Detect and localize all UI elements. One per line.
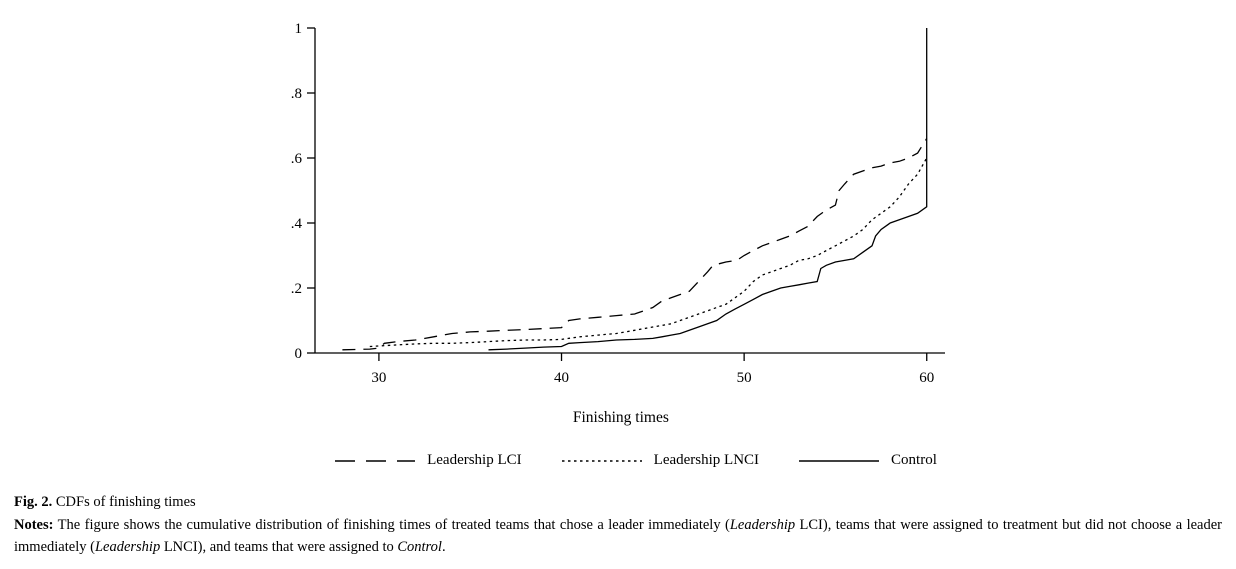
cdf-chart: 0 .2 .4 .6 .8 1 30 40 50 60 Finishing times [291, 21, 945, 426]
notes-text-segment: LCI), teams that were assigned to treatm… [14, 517, 1223, 555]
legend-label: Leadership LNCI [653, 452, 760, 468]
y-tick-label: .4 [291, 216, 303, 232]
x-tick-label: 50 [737, 370, 752, 386]
legend-label: Leadership LCI [427, 452, 522, 468]
notes-text-segment: Leadership [94, 538, 161, 555]
figure-number-label: Fig. 2. [14, 494, 53, 510]
x-tick-label: 60 [919, 370, 934, 386]
figure-notes: Notes: The figure shows the cumulative d… [14, 515, 1222, 559]
legend-line-sample [335, 459, 416, 462]
y-tick-label: .8 [291, 86, 302, 102]
notes-text-segment: LNCI), and teams that were assigned to [160, 538, 398, 555]
notes-text-segment: Leadership [729, 517, 796, 533]
x-tick-label: 30 [371, 370, 386, 386]
figure-title-text: CDFs of finishing times [55, 494, 196, 510]
legend-line-sample [799, 459, 880, 462]
legend-item-leadership-lnci: Leadership LNCI [560, 452, 759, 469]
notes-text-segment: Control [397, 538, 442, 555]
cdf-line-leadership-lci [342, 138, 928, 351]
x-axis-title: Finishing times [573, 409, 669, 426]
y-tick-label: .6 [291, 151, 303, 167]
figure-caption-line: Fig. 2. CDFs of finishing times [14, 494, 1222, 511]
notes-text-segment: The figure shows the cumulative distribu… [53, 517, 730, 533]
y-tick-label: .2 [291, 281, 302, 297]
figure-caption: Fig. 2. CDFs of finishing times Notes: T… [14, 494, 1222, 559]
notes-label: Notes: [14, 517, 54, 533]
legend-item-leadership-lci: Leadership LCI [333, 452, 522, 469]
notes-text-segment: . [441, 538, 446, 555]
legend-line-sample [561, 459, 642, 462]
cdf-line-control [488, 28, 928, 351]
x-tick-label: 40 [554, 370, 569, 386]
y-tick-label: 0 [295, 346, 303, 362]
cdf-line-leadership-lnci [369, 157, 928, 348]
legend-item-control: Control [797, 452, 937, 469]
y-tick-label: 1 [295, 21, 303, 37]
chart-legend: Leadership LCI Leadership LNCI Control [285, 452, 985, 469]
legend-label: Control [891, 452, 937, 468]
